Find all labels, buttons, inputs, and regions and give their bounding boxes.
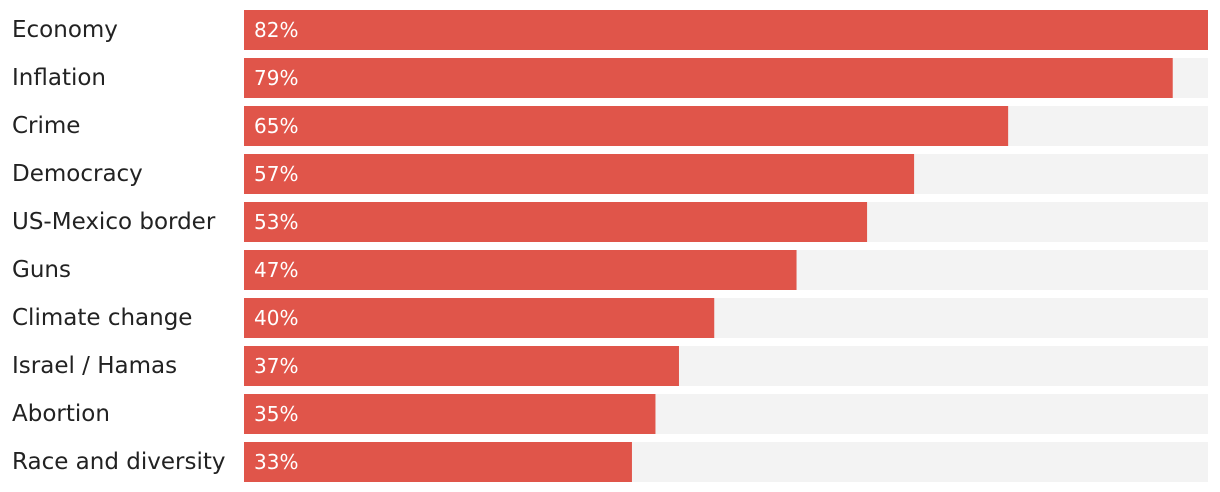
value-label: 53% — [254, 210, 298, 234]
bar — [244, 58, 1173, 98]
category-label: Race and diversity — [12, 449, 225, 475]
category-label: Abortion — [12, 401, 110, 427]
value-label: 82% — [254, 18, 298, 42]
bar — [244, 202, 868, 242]
bar — [244, 442, 632, 482]
value-label: 47% — [254, 258, 298, 282]
bar — [244, 250, 797, 290]
value-label: 35% — [254, 402, 298, 426]
category-label: Israel / Hamas — [12, 353, 177, 379]
category-label: Climate change — [12, 305, 192, 331]
bar — [244, 394, 656, 434]
bar-row-abortion: Abortion 35% — [12, 394, 1208, 434]
bar-row-democracy: Democracy 57% — [12, 154, 1208, 194]
value-label: 37% — [254, 354, 298, 378]
bar — [244, 10, 1208, 50]
bar-row-guns: Guns 47% — [12, 250, 1208, 290]
bar-row-climate-change: Climate change 40% — [12, 298, 1208, 338]
category-label: Economy — [12, 17, 118, 43]
value-label: 57% — [254, 162, 298, 186]
value-label: 65% — [254, 114, 298, 138]
category-label: Inflation — [12, 65, 106, 91]
bar-row-israel-hamas: Israel / Hamas 37% — [12, 346, 1208, 386]
bar — [244, 106, 1009, 146]
bar-row-crime: Crime 65% — [12, 106, 1208, 146]
value-label: 79% — [254, 66, 298, 90]
bar — [244, 298, 715, 338]
bar-row-race-and-diversity: Race and diversity 33% — [12, 442, 1208, 482]
category-label: Crime — [12, 113, 80, 139]
bar — [244, 154, 915, 194]
category-label: Democracy — [12, 161, 143, 187]
value-label: 33% — [254, 450, 298, 474]
category-label: Guns — [12, 257, 71, 283]
bar-row-inflation: Inflation 79% — [12, 58, 1208, 98]
bar-row-economy: Economy 82% — [12, 10, 1208, 50]
category-label: US-Mexico border — [12, 209, 216, 235]
bar-row-us-mexico-border: US-Mexico border 53% — [12, 202, 1208, 242]
value-label: 40% — [254, 306, 298, 330]
bar — [244, 346, 679, 386]
